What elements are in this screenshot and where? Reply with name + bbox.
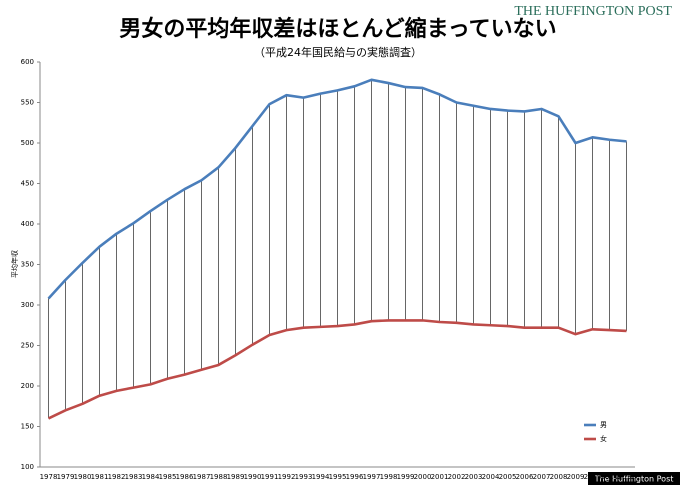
series-line — [47, 319, 627, 420]
x-tick-label: 1984 — [142, 473, 160, 481]
y-tick-label: 100 — [21, 463, 34, 471]
x-tick-label: 2012 — [618, 473, 636, 481]
x-tick-label: 2002 — [448, 473, 466, 481]
x-tick-label: 1978 — [40, 473, 58, 481]
legend-label: 女 — [600, 434, 607, 443]
x-tick-label: 2006 — [516, 473, 534, 481]
x-tick-label: 2000 — [414, 473, 432, 481]
x-tick-label: 1980 — [74, 473, 92, 481]
y-axis-label: 平均年収 — [10, 250, 19, 278]
x-tick-label: 1982 — [108, 473, 126, 481]
x-tick-label: 2008 — [550, 473, 568, 481]
x-tick-label: 1997 — [363, 473, 381, 481]
legend-label: 男 — [600, 421, 607, 429]
x-tick-label: 1989 — [227, 473, 245, 481]
x-tick-label: 2003 — [465, 473, 483, 481]
x-tick-label: 2001 — [431, 473, 449, 481]
x-tick-label: 1994 — [312, 473, 330, 481]
x-tick-label: 1995 — [329, 473, 347, 481]
x-tick-label: 1990 — [244, 473, 262, 481]
y-tick-label: 150 — [21, 423, 34, 431]
x-tick-label: 1999 — [397, 473, 415, 481]
x-tick-label: 2010 — [584, 473, 602, 481]
x-tick-label: 1979 — [57, 473, 75, 481]
x-tick-label: 1987 — [193, 473, 211, 481]
x-tick-label: 1998 — [380, 473, 398, 481]
y-tick-label: 550 — [21, 99, 34, 107]
y-tick-label: 250 — [21, 342, 34, 350]
x-tick-label: 1992 — [278, 473, 296, 481]
y-tick-label: 350 — [21, 261, 34, 269]
y-tick-label: 500 — [21, 139, 34, 147]
y-tick-label: 300 — [21, 301, 34, 309]
x-tick-label: 2005 — [499, 473, 517, 481]
y-tick-label: 600 — [21, 58, 34, 66]
x-tick-label: 1985 — [159, 473, 177, 481]
chart-title: 男女の平均年収差はほとんど縮まっていない — [119, 16, 556, 42]
x-tick-label: 1988 — [210, 473, 228, 481]
footer-box — [588, 472, 680, 485]
x-tick-label: 2011 — [601, 473, 619, 481]
footer-text: The Huffington Post — [594, 475, 674, 484]
x-tick-label: 2009 — [567, 473, 585, 481]
logo: THE HUFFINGTON POST — [514, 4, 672, 19]
y-tick-label: 400 — [21, 220, 34, 228]
x-tick-label: 1991 — [261, 473, 279, 481]
x-tick-label: 1996 — [346, 473, 364, 481]
y-tick-label: 200 — [21, 382, 34, 390]
x-tick-label: 1993 — [295, 473, 313, 481]
series-line — [47, 78, 627, 300]
x-tick-label: 2004 — [482, 473, 500, 481]
x-tick-label: 2007 — [533, 473, 551, 481]
x-tick-label: 1983 — [125, 473, 143, 481]
y-tick-label: 450 — [21, 180, 34, 188]
x-tick-label: 1981 — [91, 473, 109, 481]
x-tick-label: 1986 — [176, 473, 194, 481]
chart-subtitle: （平成24年国民給与の実態調査） — [254, 45, 422, 59]
